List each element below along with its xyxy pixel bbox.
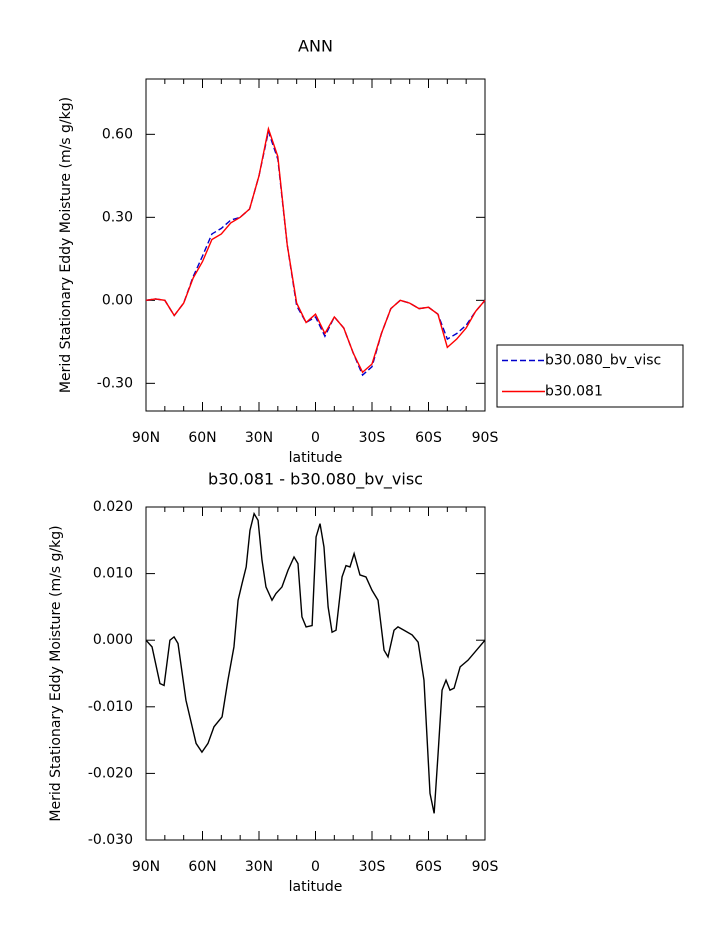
- y-tick-label: 0.30: [102, 209, 133, 225]
- x-tick-label: 60S: [415, 859, 442, 875]
- chart-title: b30.081 - b30.080_bv_visc: [208, 470, 423, 490]
- y-tick-label: -0.30: [97, 375, 133, 391]
- x-tick-label: 60S: [415, 430, 442, 446]
- legend-box: [496, 344, 684, 408]
- chart-title: ANN: [298, 37, 333, 56]
- y-tick-label: 0.010: [93, 566, 133, 582]
- y-tick-label: -0.010: [88, 699, 133, 715]
- x-tick-label: 30N: [245, 859, 273, 875]
- y-tick-label: 0.00: [102, 292, 133, 308]
- x-tick-label: 0: [311, 430, 320, 446]
- series-line: [145, 511, 486, 814]
- series-line: [145, 126, 486, 374]
- x-tick-label: 90S: [472, 430, 499, 446]
- x-axis-label: latitude: [289, 879, 343, 895]
- y-tick-label: -0.030: [88, 832, 133, 848]
- x-tick-label: 30S: [359, 859, 386, 875]
- y-tick-label: 0.020: [93, 499, 133, 515]
- y-axis-label: Merid Stationary Eddy Moisture (m/s g/kg…: [48, 525, 64, 821]
- x-tick-label: 0: [311, 859, 320, 875]
- x-tick-label: 60N: [188, 430, 216, 446]
- y-tick-label: 0.60: [102, 126, 133, 142]
- series-line: [145, 128, 486, 377]
- x-tick-label: 60N: [188, 859, 216, 875]
- x-axis-label: latitude: [289, 450, 343, 466]
- legend-label: b30.081: [545, 384, 603, 400]
- x-tick-label: 90S: [472, 859, 499, 875]
- y-axis-label: Merid Stationary Eddy Moisture (m/s g/kg…: [58, 97, 74, 393]
- x-tick-label: 90N: [132, 430, 160, 446]
- x-tick-label: 30N: [245, 430, 273, 446]
- x-tick-label: 30S: [359, 430, 386, 446]
- plot-frame: [145, 78, 486, 412]
- x-tick-label: 90N: [132, 859, 160, 875]
- y-tick-label: -0.020: [88, 765, 133, 781]
- legend-label: b30.080_bv_visc: [545, 353, 661, 369]
- y-tick-label: 0.000: [93, 632, 133, 648]
